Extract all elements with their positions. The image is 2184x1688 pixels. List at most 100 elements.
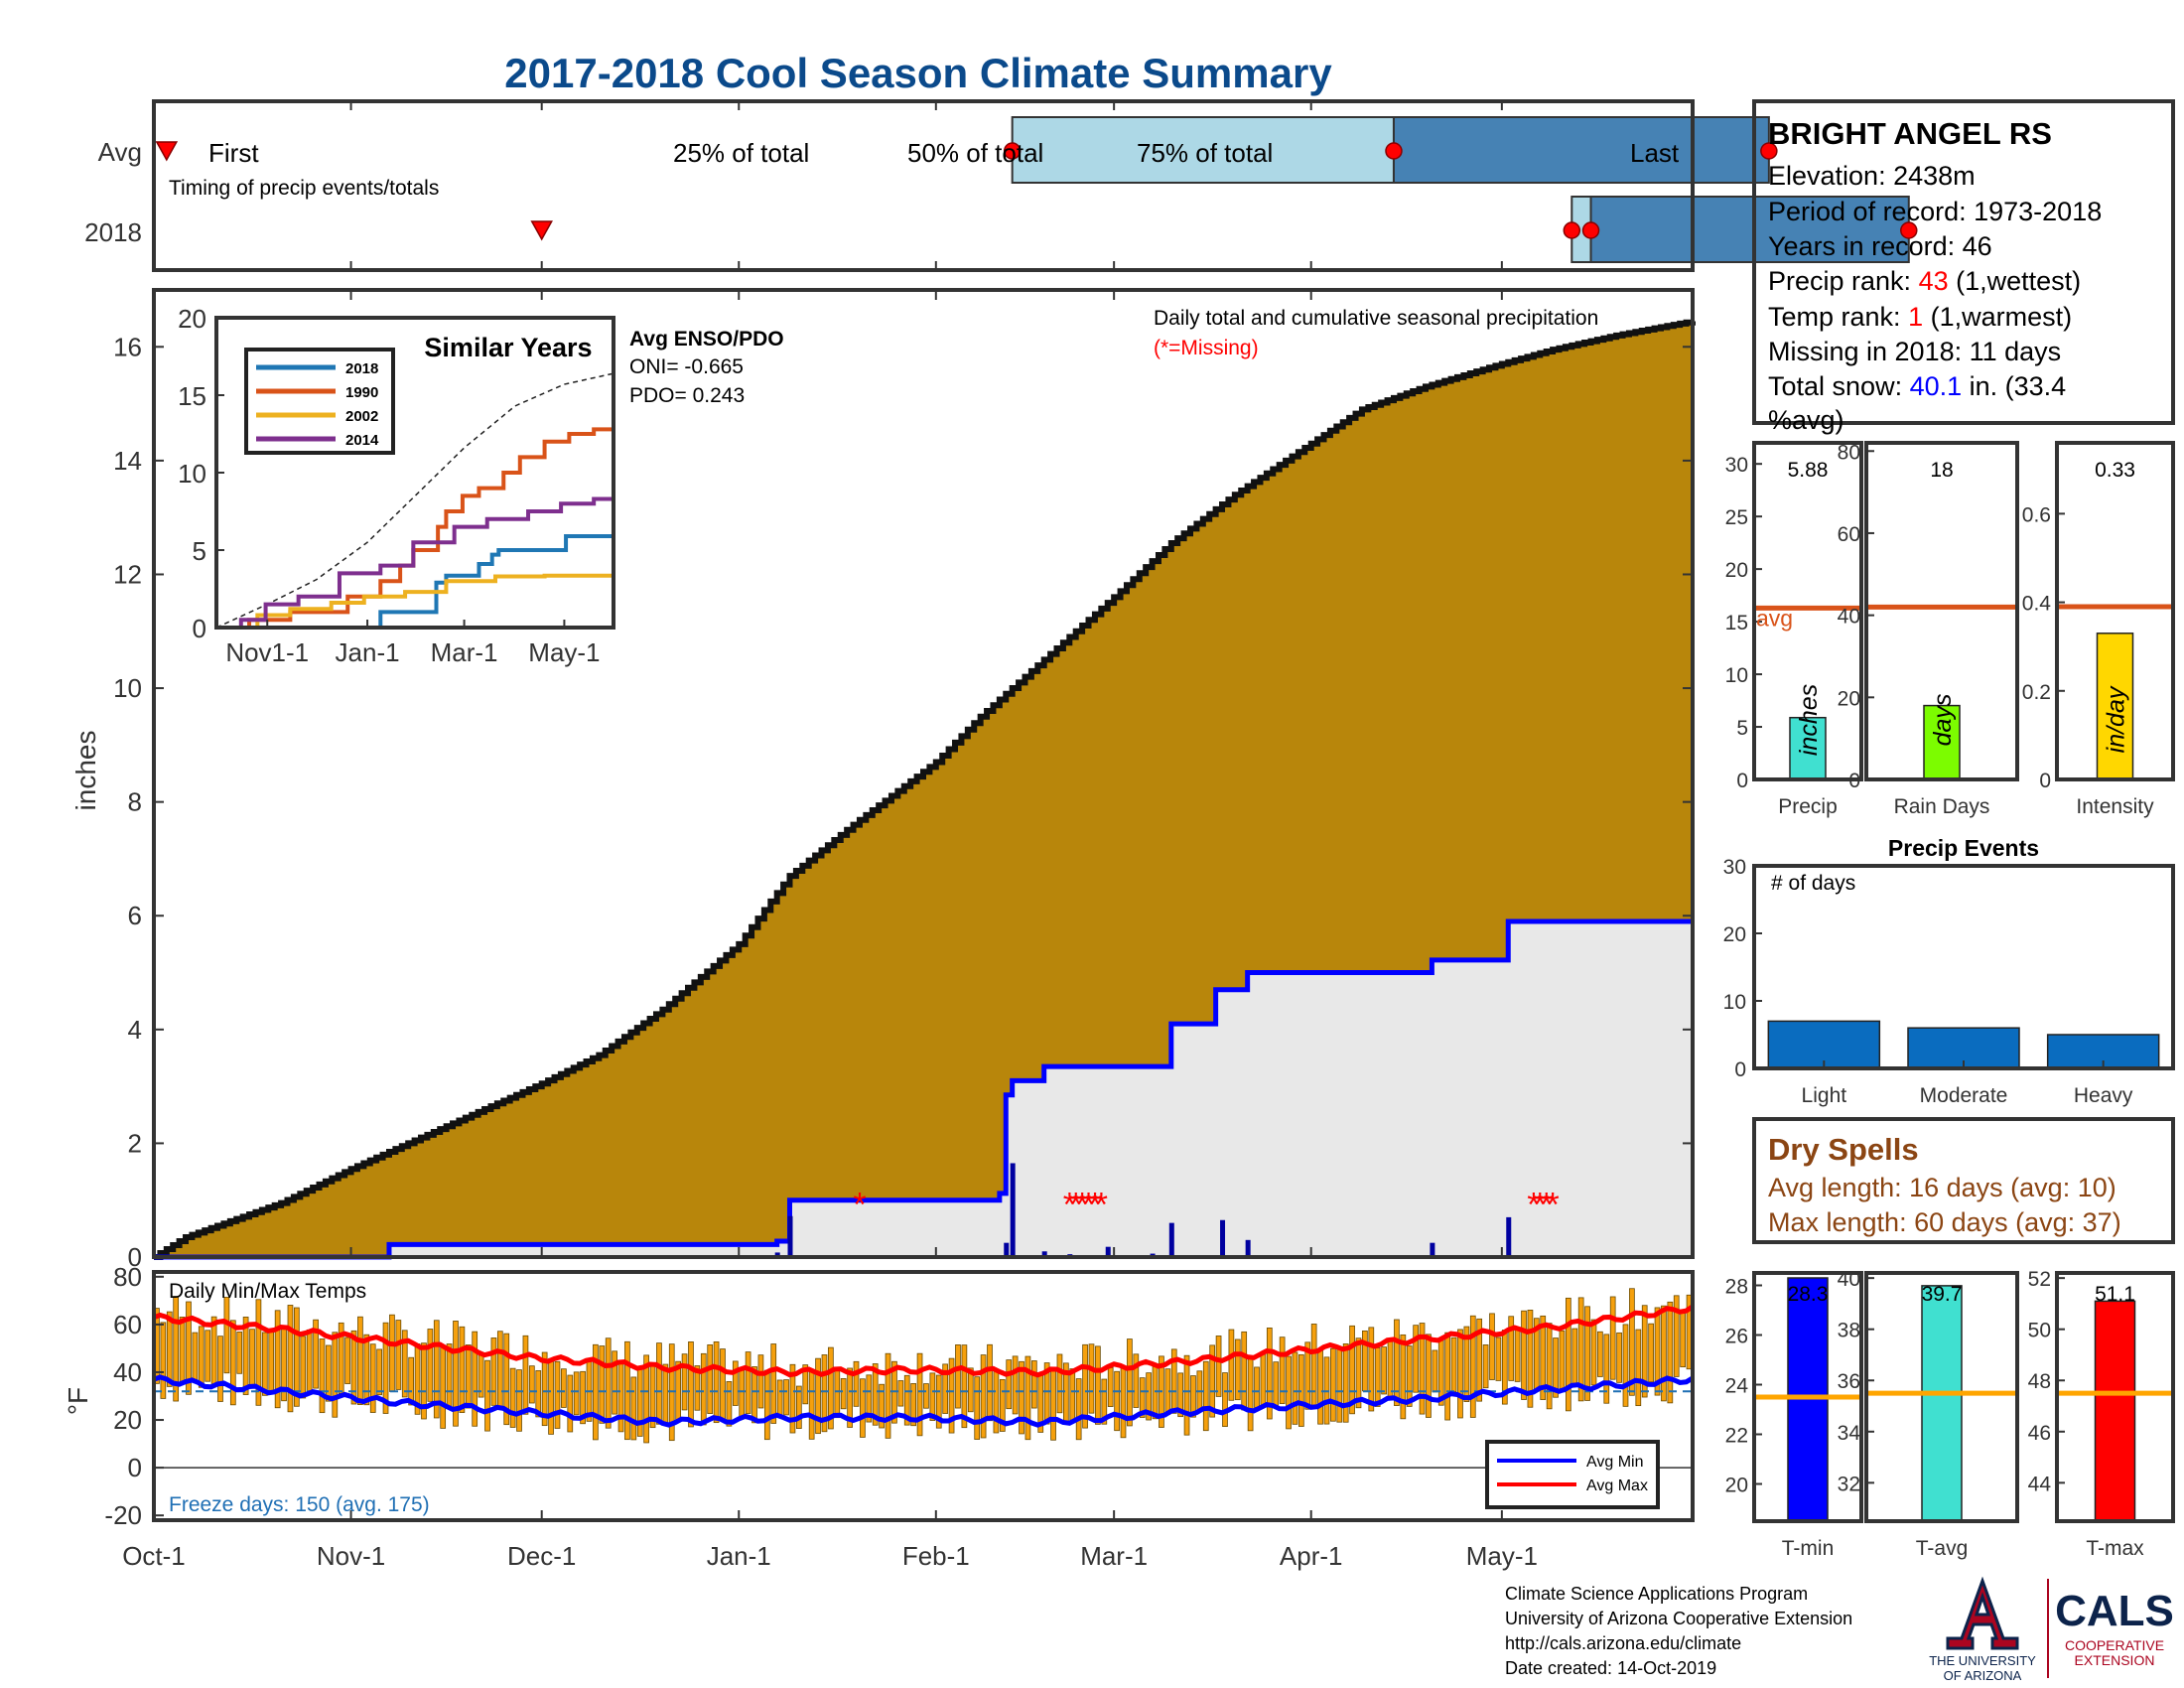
- daily-temp-bar: [1419, 1323, 1426, 1415]
- daily-temp-bar: [1566, 1297, 1571, 1412]
- main-ytick-label: 4: [128, 1015, 142, 1045]
- daily-temp-bar: [1413, 1325, 1419, 1393]
- missing-day-marker: *: [1069, 1187, 1082, 1224]
- daily-temp-bar: [1450, 1336, 1457, 1393]
- daily-temp-bar: [326, 1344, 332, 1402]
- dry-spells-frame: [1752, 1117, 2175, 1244]
- avg-first-marker: [155, 141, 179, 162]
- daily-temp-bar: [789, 1363, 796, 1434]
- daily-temp-bar: [395, 1320, 402, 1390]
- daily-temp-bar: [1146, 1372, 1152, 1421]
- daily-temp-bar: [1101, 1378, 1108, 1425]
- precip-total-unit: inches: [1795, 684, 1823, 756]
- daily-temp-bar: [707, 1343, 714, 1414]
- station-frame: [1752, 99, 2175, 425]
- inset-series-2002: [216, 573, 614, 630]
- daily-temp-bar: [802, 1364, 809, 1405]
- timing-50-label: 50% of total: [907, 138, 1043, 168]
- daily-temp-bar: [433, 1320, 440, 1419]
- temp-summary-ytick-label: 46: [2028, 1422, 2051, 1445]
- precip-events-chart: Precip Events Light Moderate Heavy0102030 …: [1723, 835, 2175, 1107]
- inset-series-2014: [216, 496, 614, 630]
- daily-temp-bar: [1024, 1355, 1031, 1441]
- precip-total-label: Intensity: [2076, 795, 2154, 818]
- precip-total-ytick-label: 15: [1725, 612, 1748, 634]
- precip-total-ytick-label: 25: [1725, 506, 1748, 529]
- precip-total-ytick-label: 80: [1838, 441, 1860, 464]
- x-axis-tick-label: Mar-1: [1080, 1541, 1148, 1571]
- events-frame: [1752, 864, 2175, 1070]
- daily-temp-bar: [261, 1332, 268, 1396]
- daily-temp-bar: [732, 1360, 739, 1406]
- dry-spells-box: Dry Spells Avg length: 16 days (avg: 10)…: [1752, 1117, 2175, 1244]
- y2018-50-marker: [1581, 221, 1600, 239]
- daily-temp-bar: [166, 1311, 173, 1387]
- station-elevation: Elevation: 2438m: [1768, 161, 1976, 191]
- y2018-box-50-75: [1589, 196, 1910, 263]
- station-precip-rank: Precip rank: 43 (1,wettest): [1768, 266, 2081, 296]
- inset-ytick-label: 0: [193, 614, 206, 643]
- missing-day-marker: *: [1076, 1187, 1089, 1224]
- daily-temp-bar: [987, 1343, 993, 1422]
- daily-temp-bar: [1330, 1347, 1336, 1422]
- daily-temp-bar: [739, 1367, 746, 1418]
- temp-summary-ytick-label: 24: [1725, 1375, 1749, 1398]
- precip-total-value: 0.33: [2095, 459, 2135, 482]
- main-ytick-label: 10: [113, 673, 142, 703]
- temp-ytick-label: -20: [104, 1500, 142, 1530]
- daily-temp-bar: [236, 1332, 243, 1374]
- daily-temp-bar: [1597, 1331, 1603, 1377]
- missing-day-marker: *: [1088, 1187, 1101, 1224]
- daily-temp-bar: [612, 1350, 617, 1415]
- dry-spells-max: Max length: 60 days (avg: 37): [1768, 1207, 2121, 1237]
- daily-precip-bar: [1220, 1219, 1226, 1257]
- daily-temp-bar: [522, 1335, 529, 1415]
- daily-temp-bar: [548, 1357, 554, 1435]
- precip-total-unit: days: [1929, 694, 1957, 747]
- y2018-first-marker: [530, 220, 553, 241]
- daily-temp-bar: [783, 1379, 789, 1416]
- timing-75-label: 75% of total: [1137, 138, 1273, 168]
- daily-temp-bar: [700, 1352, 707, 1426]
- temp-summary-ytick-label: 32: [1838, 1473, 1860, 1495]
- precip-total-panel-1: 0 20 40 60 80 18 Rain Days days: [1838, 441, 2019, 818]
- daily-temp-bar: [1234, 1338, 1241, 1401]
- daily-temp-bar: [815, 1357, 821, 1435]
- daily-precip-bar: [1004, 1242, 1010, 1257]
- event-category-label: Light: [1802, 1084, 1847, 1107]
- missing-day-marker: *: [1546, 1187, 1559, 1224]
- precip-total-ytick-label: 0: [1736, 770, 1748, 792]
- main-ytick-label: 16: [113, 332, 142, 361]
- temp-summary-ytick-label: 20: [1725, 1475, 1748, 1497]
- daily-temp-bar: [1489, 1313, 1495, 1380]
- daily-temp-bar: [1247, 1356, 1254, 1432]
- inset-series-1990: [216, 427, 614, 630]
- enso-pdo: PDO= 0.243: [629, 384, 745, 407]
- daily-temp-bar: [1292, 1351, 1298, 1425]
- daily-temp-bar: [961, 1344, 968, 1429]
- missing-day-marker: *: [1534, 1187, 1547, 1224]
- inset-data-layer: 0 5 10 15 20 Nov1-1 Jan-1 Mar-1 May-1: [178, 304, 614, 667]
- inset-xtick-label: Nov1-1: [225, 637, 309, 667]
- daily-precip-bar: [1010, 1163, 1016, 1257]
- inset-ytick-label: 20: [178, 304, 206, 334]
- events-ylabel: # of days: [1771, 872, 1855, 895]
- temp-summary-value: 51.1: [2095, 1283, 2135, 1306]
- daily-temp-bar: [828, 1346, 834, 1430]
- daily-temp-bar: [1527, 1309, 1534, 1408]
- x-axis-tick-label: Apr-1: [1280, 1541, 1343, 1571]
- page-title: 2017-2018 Cool Season Climate Summary: [504, 50, 1332, 96]
- daily-temp-bar: [751, 1366, 757, 1424]
- x-axis-tick-label: Dec-1: [507, 1541, 576, 1571]
- precip-total-ytick-label: 0.4: [2022, 593, 2052, 616]
- daily-temp-bar: [897, 1380, 904, 1407]
- temp-summary-panels: 20 22 24 26 28 28.3 T-min 32 34 36 38 40 39.7 T-avg 44…: [1725, 1268, 2175, 1560]
- daily-temp-bar: [643, 1354, 649, 1444]
- temp-summary-label: T-avg: [1916, 1537, 1969, 1560]
- daily-temp-bar: [948, 1357, 955, 1434]
- inset-legend-label-2002: 2002: [345, 408, 378, 425]
- daily-temp-bar: [1030, 1360, 1037, 1409]
- daily-temp-bar: [192, 1332, 199, 1381]
- daily-temp-bar: [1463, 1326, 1470, 1402]
